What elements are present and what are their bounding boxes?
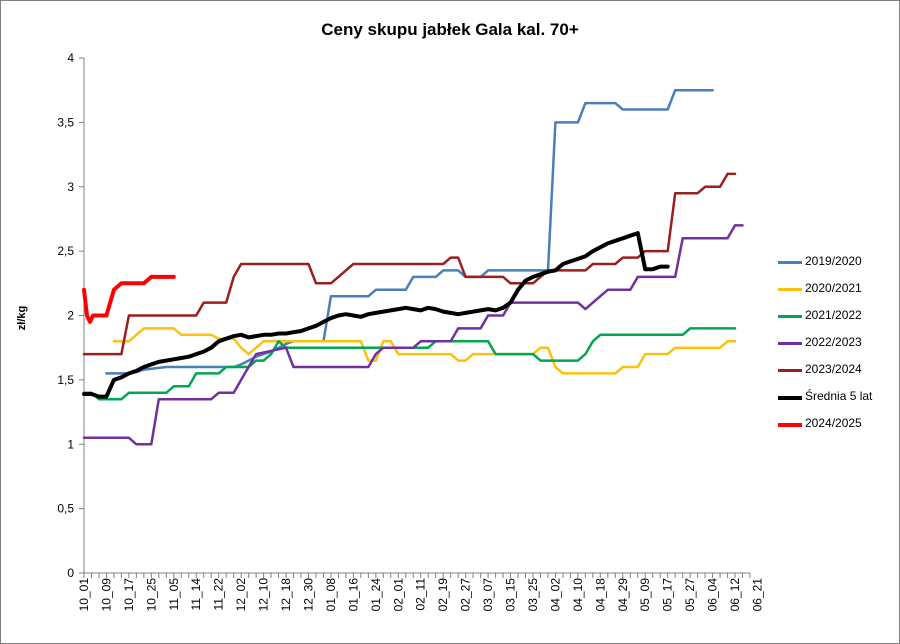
x-tick-label: 03_15 [504, 578, 518, 612]
x-tick-label: 10_17 [122, 578, 136, 612]
x-tick-label: 04_10 [571, 578, 585, 612]
legend-label: 2021/2022 [805, 308, 862, 322]
x-tick-label: 01_24 [369, 578, 383, 612]
series-line-4 [82, 172, 737, 356]
x-tick-label: 05_27 [683, 578, 697, 612]
legend-item: 2023/2024 [778, 358, 893, 385]
legend-label: 2019/2020 [805, 254, 862, 268]
legend-label: 2020/2021 [805, 281, 862, 295]
x-tick-label: 03_07 [481, 578, 495, 612]
x-tick-label: 03_25 [526, 578, 540, 612]
legend-label: 2022/2023 [805, 335, 862, 349]
legend-label: 2024/2025 [805, 416, 862, 430]
y-tick-label: 3 [67, 180, 74, 194]
series-line-1 [112, 327, 737, 375]
legend-swatch [778, 288, 802, 291]
x-tick-label: 05_17 [661, 578, 675, 612]
chart-title: Ceny skupu jabłek Gala kal. 70+ [321, 20, 579, 39]
x-tick-label: 01_16 [346, 578, 360, 612]
y-tick-label: 1,5 [57, 373, 74, 387]
legend-swatch [778, 315, 802, 318]
y-tick-label: 3,5 [57, 115, 74, 129]
legend-item: 2024/2025 [778, 412, 893, 439]
x-tick-label: 01_08 [324, 578, 338, 612]
legend-swatch [778, 423, 802, 427]
legend-item: 2020/2021 [778, 277, 893, 304]
x-tick-label: 11_05 [167, 578, 181, 611]
x-tick-label: 02_27 [459, 578, 473, 612]
series-line-0 [105, 88, 714, 375]
x-tick-label: 12_10 [257, 578, 271, 612]
legend-item: Średnia 5 lat [778, 385, 893, 412]
legend-swatch [778, 261, 802, 264]
y-tick-label: 4 [67, 51, 74, 65]
legend-swatch [778, 342, 802, 345]
x-tick-label: 06_04 [706, 578, 720, 612]
y-tick-label: 1 [67, 437, 74, 451]
series-line-6 [82, 274, 176, 324]
legend-item: 2019/2020 [778, 250, 893, 277]
x-tick-label: 11_14 [189, 578, 203, 611]
series-line-3 [82, 224, 744, 446]
series-line-5 [82, 231, 670, 399]
legend-swatch [778, 396, 802, 400]
x-tick-label: 02_11 [414, 578, 428, 611]
legend-label: Średnia 5 lat [805, 389, 873, 403]
x-tick-label: 05_09 [638, 578, 652, 612]
x-tick-label: 02_01 [391, 578, 405, 612]
legend: 2019/2020 2020/2021 2021/2022 2022/2023 2023… [778, 250, 893, 439]
x-tick-label: 04_29 [616, 578, 630, 612]
y-tick-label: 0 [67, 566, 74, 580]
x-tick-label: 10_01 [77, 578, 91, 612]
series-line-2 [82, 327, 737, 401]
x-tick-label: 12_18 [279, 578, 293, 612]
x-tick-label: 06_21 [750, 578, 764, 612]
x-tick-label: 06_12 [728, 578, 742, 612]
x-tick-label: 11_22 [212, 578, 226, 611]
x-tick-label: 12_02 [234, 578, 248, 612]
legend-label: 2023/2024 [805, 362, 862, 376]
axes: 0 0,5 1 1,5 2 2,5 3 3,5 4 10_01 10_09 10_17 10_25 11_… [57, 51, 764, 611]
x-tick-label: 12_30 [301, 578, 315, 612]
x-tick-label: 10_09 [99, 578, 113, 612]
x-tick-label: 04_18 [593, 578, 607, 612]
y-tick-label: 2 [67, 309, 74, 323]
x-tick-label: 02_19 [436, 578, 450, 612]
legend-item: 2022/2023 [778, 331, 893, 358]
x-tick-label: 04_02 [548, 578, 562, 612]
y-tick-label: 2,5 [57, 244, 74, 258]
legend-item: 2021/2022 [778, 304, 893, 331]
x-tick-label: 10_25 [144, 578, 158, 612]
series-lines [82, 88, 744, 446]
legend-swatch [778, 369, 802, 372]
y-tick-label: 0,5 [57, 502, 74, 516]
